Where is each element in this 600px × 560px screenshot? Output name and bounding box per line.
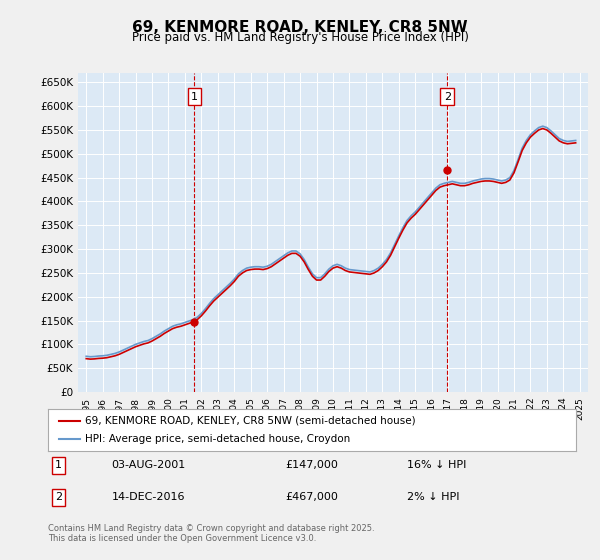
Text: Price paid vs. HM Land Registry's House Price Index (HPI): Price paid vs. HM Land Registry's House … bbox=[131, 31, 469, 44]
Text: Contains HM Land Registry data © Crown copyright and database right 2025.
This d: Contains HM Land Registry data © Crown c… bbox=[48, 524, 374, 543]
Text: 16% ↓ HPI: 16% ↓ HPI bbox=[407, 460, 466, 470]
Text: 2: 2 bbox=[444, 92, 451, 101]
Text: 2: 2 bbox=[55, 492, 62, 502]
Text: HPI: Average price, semi-detached house, Croydon: HPI: Average price, semi-detached house,… bbox=[85, 434, 350, 444]
Text: £147,000: £147,000 bbox=[286, 460, 338, 470]
Text: 14-DEC-2016: 14-DEC-2016 bbox=[112, 492, 185, 502]
Text: 1: 1 bbox=[55, 460, 62, 470]
Text: 1: 1 bbox=[191, 92, 198, 101]
Text: 69, KENMORE ROAD, KENLEY, CR8 5NW (semi-detached house): 69, KENMORE ROAD, KENLEY, CR8 5NW (semi-… bbox=[85, 416, 416, 426]
Text: £467,000: £467,000 bbox=[286, 492, 338, 502]
Text: 2% ↓ HPI: 2% ↓ HPI bbox=[407, 492, 460, 502]
Text: 69, KENMORE ROAD, KENLEY, CR8 5NW: 69, KENMORE ROAD, KENLEY, CR8 5NW bbox=[132, 20, 468, 35]
Text: 03-AUG-2001: 03-AUG-2001 bbox=[112, 460, 185, 470]
